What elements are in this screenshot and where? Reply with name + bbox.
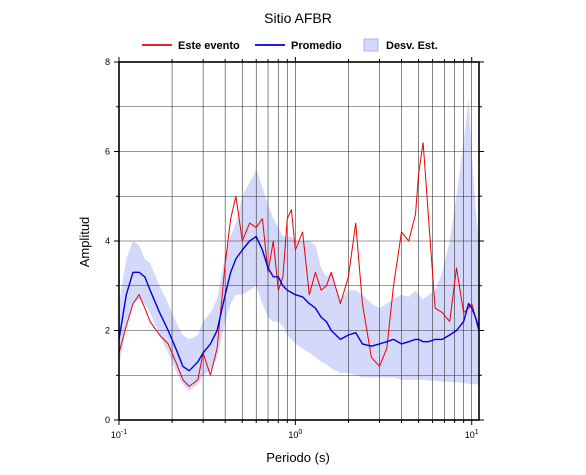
y-axis-label: Amplitud [77,217,92,268]
x-tick-label: 101 [465,429,479,440]
chart-title: Sitio AFBR [264,10,332,26]
x-tick-label: 10-1 [111,429,127,440]
legend-label: Promedio [291,40,342,52]
y-tick-label: 0 [105,415,110,425]
series-line-este-evento [118,142,480,387]
std-dev-band [119,97,479,391]
legend-label: Este evento [178,40,240,52]
legend-label: Desv. Est. [386,40,438,52]
x-tick-label: 100 [288,429,302,440]
series-layer [118,142,480,387]
legend-swatch-patch [363,38,379,52]
axes-layer: 0 2 4 6 8 10-1 100 101 [105,57,484,440]
y-tick-label: 2 [105,326,110,336]
y-tick-label: 6 [105,147,110,157]
series-line-promedio [118,235,480,372]
y-tick-label: 8 [105,57,110,67]
std-dev-band-layer [119,97,479,391]
legend: Este evento Promedio Desv. Est. [142,38,438,52]
y-tick-label: 4 [105,236,110,246]
x-axis-label: Periodo (s) [266,450,330,465]
